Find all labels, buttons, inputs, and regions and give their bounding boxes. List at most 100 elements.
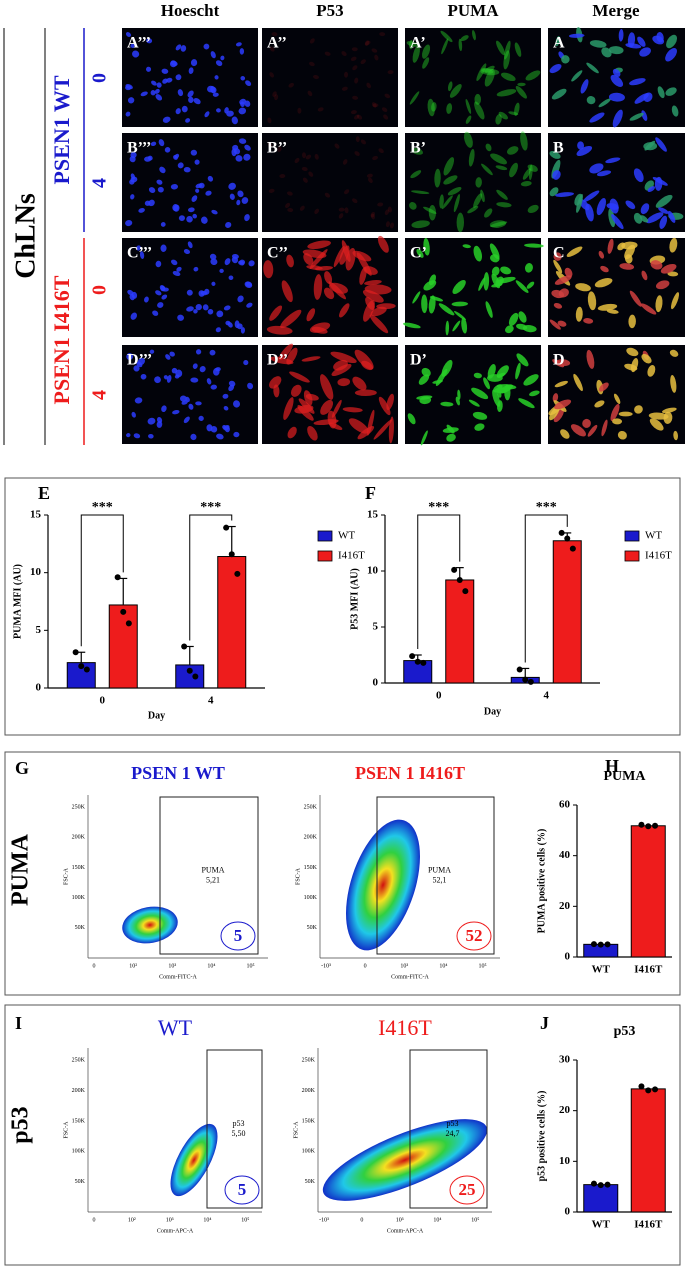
cell <box>566 246 583 257</box>
cell <box>305 154 312 160</box>
cell <box>125 32 132 38</box>
cell <box>618 28 624 42</box>
cell <box>612 109 623 128</box>
y-tick-label: 100K <box>304 895 318 901</box>
cell <box>287 426 297 439</box>
x-tick-label: 10⁵ <box>241 1217 249 1223</box>
legend-label: WT <box>645 530 662 542</box>
y-tick-label: 100K <box>72 895 86 901</box>
cell <box>596 197 607 216</box>
y-tick-label: 50K <box>75 1179 86 1185</box>
cell <box>194 159 200 165</box>
cell <box>419 396 432 405</box>
cell <box>633 168 644 183</box>
cell <box>301 356 321 362</box>
cell <box>669 349 679 357</box>
y-tick-label: 200K <box>72 835 86 841</box>
y-tick-label: 10 <box>367 565 379 577</box>
bar <box>583 1184 619 1213</box>
panel-frame <box>4 477 681 736</box>
micrograph <box>262 28 398 127</box>
x-tick-label: 10³ <box>400 963 408 969</box>
data-point <box>456 576 463 583</box>
cell <box>198 415 204 421</box>
cell <box>618 411 633 417</box>
cell <box>555 192 575 197</box>
cell <box>225 320 231 326</box>
cell <box>130 173 136 180</box>
cell <box>311 326 328 334</box>
cell <box>303 390 313 406</box>
legend-label: I416T <box>338 550 365 562</box>
count-circle <box>224 1175 260 1205</box>
cell <box>655 194 673 208</box>
cell <box>280 309 302 329</box>
cell <box>575 283 591 292</box>
cell <box>344 207 349 214</box>
cell <box>207 85 214 93</box>
cell <box>127 97 135 104</box>
cell <box>474 93 481 105</box>
cell <box>576 193 583 213</box>
cell <box>607 238 614 254</box>
bar <box>108 604 138 689</box>
cell <box>600 265 609 273</box>
cell <box>673 430 679 441</box>
cell <box>628 314 636 329</box>
x-tick-label: 10⁵ <box>246 963 254 969</box>
cell <box>158 139 165 147</box>
cell <box>423 206 437 214</box>
cell <box>612 418 623 425</box>
cell <box>422 57 430 69</box>
cell <box>361 360 374 371</box>
cell <box>299 205 305 211</box>
y-tick-label: 0 <box>36 682 42 694</box>
cell <box>549 63 562 74</box>
cell <box>505 325 514 334</box>
cell <box>503 40 511 60</box>
cell <box>552 170 561 180</box>
cell <box>231 256 239 264</box>
cell <box>428 204 437 221</box>
cell <box>501 72 516 82</box>
cell <box>171 367 178 374</box>
cell <box>485 301 493 318</box>
y-axis-label: PUMA MFI (AU) <box>12 564 23 639</box>
panel-label: C’ <box>410 245 427 262</box>
cell <box>585 203 594 222</box>
micrograph <box>122 28 258 127</box>
cell <box>236 199 241 206</box>
cell <box>183 416 190 424</box>
y-tick-label: 50K <box>307 925 318 931</box>
cell <box>551 88 567 100</box>
x-axis-label: Comm-FITC-A <box>159 974 197 980</box>
cell <box>354 151 360 156</box>
cell <box>608 46 624 55</box>
cell <box>431 102 437 112</box>
cell <box>148 199 155 207</box>
x-tick-label: 0 <box>100 695 106 707</box>
cell <box>301 166 308 172</box>
cell <box>629 78 646 86</box>
cell <box>338 213 344 219</box>
y-tick-label: 100K <box>72 1149 86 1155</box>
cell <box>148 187 156 193</box>
cell <box>178 215 185 222</box>
cell <box>520 180 532 187</box>
cell <box>474 101 485 120</box>
cell <box>235 155 243 162</box>
cell <box>271 32 278 37</box>
cell <box>646 212 664 224</box>
density-cloud <box>346 819 420 951</box>
cell <box>314 153 319 160</box>
plot-title: PSEN 1 I416T <box>355 763 465 783</box>
data-point <box>597 941 604 948</box>
plot-title: WT <box>158 1015 193 1040</box>
cell <box>446 103 453 114</box>
cell <box>269 46 275 52</box>
cell <box>267 141 273 148</box>
cell <box>173 204 180 212</box>
bar <box>445 579 475 684</box>
cell <box>454 310 466 321</box>
cell <box>369 314 389 334</box>
